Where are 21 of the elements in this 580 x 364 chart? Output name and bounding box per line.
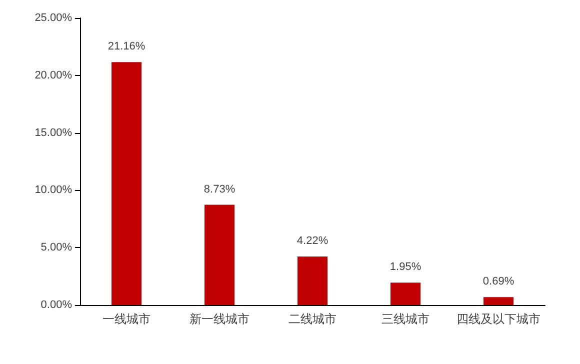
bar xyxy=(298,256,328,305)
y-tick-label: 5.00% xyxy=(40,242,72,254)
data-label: 4.22% xyxy=(296,235,328,248)
y-tick-label: 10.00% xyxy=(34,184,72,196)
x-tick-label: 一线城市 xyxy=(102,312,150,326)
y-tick-label: 15.00% xyxy=(34,126,72,139)
bar xyxy=(390,282,420,305)
x-tick-label: 四线及以下城市 xyxy=(456,312,540,326)
bar xyxy=(112,62,142,305)
bar xyxy=(484,297,514,305)
x-tick-label: 三线城市 xyxy=(382,312,430,326)
x-tick-label: 新一线城市 xyxy=(190,312,250,326)
data-label: 21.16% xyxy=(108,40,146,53)
bar xyxy=(204,204,234,305)
y-tick-label: 0.00% xyxy=(40,299,72,311)
x-tick-label: 二线城市 xyxy=(288,312,336,326)
y-tick-label: 20.00% xyxy=(34,69,72,82)
data-label: 8.73% xyxy=(204,183,236,196)
data-label: 1.95% xyxy=(390,261,422,274)
y-tick-label: 25.00% xyxy=(34,12,72,24)
data-label: 0.69% xyxy=(482,276,514,288)
